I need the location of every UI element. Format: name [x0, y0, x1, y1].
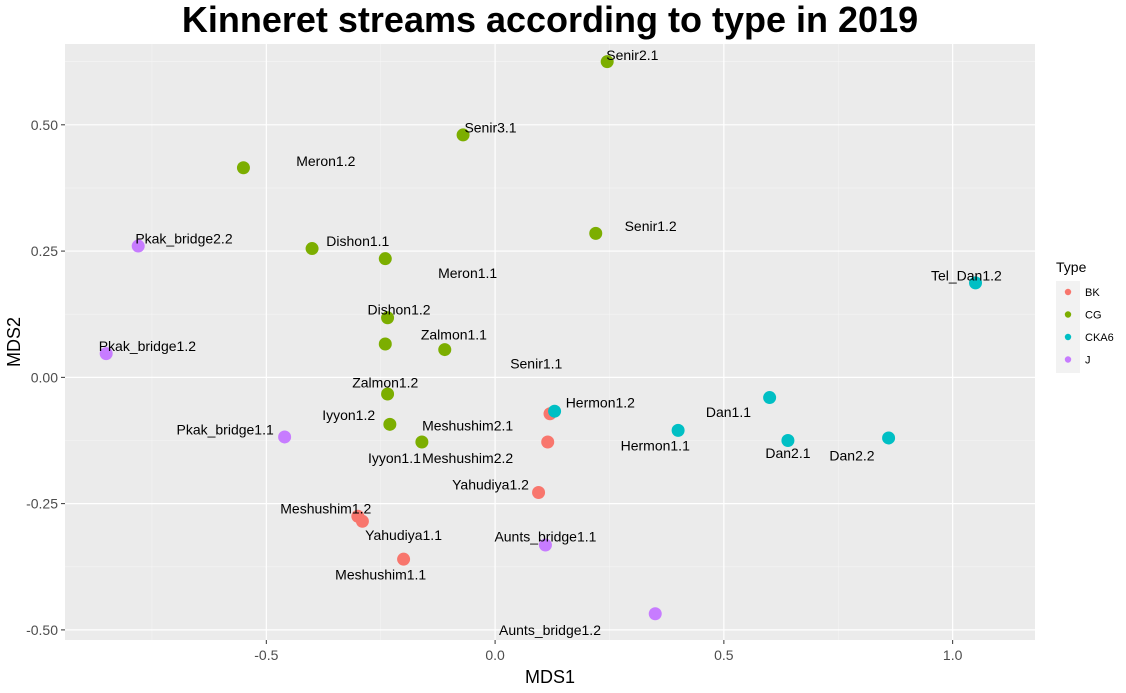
- data-point: [397, 552, 411, 566]
- legend-entries: BK CG CKA6 J: [1056, 281, 1114, 373]
- point-labels: Senir2.1 Senir3.1 Meron1.2 Senir1.2 Pkak_bri…: [99, 47, 1002, 638]
- point-label: Yahudiya1.1: [365, 527, 442, 543]
- major-gridlines: [65, 44, 1035, 640]
- point-label: Senir2.1: [606, 47, 658, 63]
- data-point: [548, 404, 562, 418]
- legend-key-bk: [1064, 288, 1072, 296]
- point-label: Meshushim1.1: [335, 566, 426, 582]
- data-point: [882, 431, 896, 445]
- data-point: [383, 417, 397, 431]
- data-point: [305, 242, 319, 256]
- point-label: Pkak_bridge1.1: [176, 421, 274, 437]
- legend-label: BK: [1085, 287, 1100, 299]
- data-point: [648, 607, 662, 621]
- point-label: Hermon1.2: [566, 395, 635, 411]
- legend-key-j: [1064, 356, 1072, 363]
- point-label: Hermon1.1: [621, 438, 690, 454]
- x-axis-title: MDS1: [525, 667, 575, 687]
- point-label: Iyyon1.2: [322, 407, 375, 423]
- point-label: Aunts_bridge1.2: [499, 622, 601, 638]
- data-point: [381, 387, 395, 401]
- data-point: [378, 252, 392, 266]
- point-label: Senir1.2: [625, 218, 677, 234]
- x-axis-ticks: -0.5 0.0 0.5 1.0: [254, 640, 963, 663]
- data-point: [763, 391, 777, 405]
- data-point: [381, 311, 395, 325]
- chart-title: Kinneret streams according to type in 20…: [182, 0, 918, 40]
- point-label: Pkak_bridge1.2: [99, 338, 197, 354]
- data-point: [532, 486, 546, 500]
- data-point: [456, 128, 470, 142]
- y-axis-title: MDS2: [4, 317, 24, 367]
- point-label: Zalmon1.2: [352, 374, 418, 390]
- point-label: Senir3.1: [464, 119, 516, 135]
- x-tick-label: 1.0: [943, 647, 963, 663]
- x-tick-label: -0.5: [254, 647, 278, 663]
- y-tick-label: 0.00: [31, 369, 58, 385]
- y-tick-label: 0.25: [31, 243, 58, 259]
- y-tick-label: -0.50: [26, 622, 58, 638]
- point-label: Meron1.2: [296, 153, 355, 169]
- data-point: [781, 433, 795, 447]
- plot-panel: [65, 44, 1035, 640]
- data-point: [541, 435, 555, 449]
- x-tick-label: 0.5: [714, 647, 734, 663]
- data-point: [236, 161, 250, 175]
- data-point: [415, 435, 429, 449]
- legend-label: J: [1085, 355, 1091, 367]
- data-point: [538, 538, 552, 552]
- legend-label: CKA6: [1085, 332, 1114, 344]
- data-point: [378, 337, 392, 351]
- data-point: [671, 423, 685, 437]
- legend-label: CG: [1085, 310, 1102, 322]
- point-label: Senir1.1: [510, 356, 562, 372]
- data-point: [355, 514, 369, 528]
- point-label: Yahudiya1.2: [452, 476, 529, 492]
- data-point: [278, 430, 292, 444]
- legend-title: Type: [1056, 259, 1087, 275]
- point-label: Pkak_bridge2.2: [135, 230, 233, 246]
- data-points: [99, 55, 983, 621]
- legend: Type BK CG CKA6 J: [1056, 259, 1114, 373]
- legend-key-cka6: [1064, 333, 1072, 341]
- data-point: [600, 55, 614, 69]
- point-label: Dishon1.2: [367, 302, 430, 318]
- point-label: Dishon1.1: [326, 233, 389, 249]
- y-axis-ticks: -0.50 -0.25 0.00 0.25 0.50: [26, 117, 65, 638]
- point-label: Dan1.1: [706, 404, 751, 420]
- point-label: Meshushim2.2: [422, 450, 513, 466]
- y-tick-label: -0.25: [26, 496, 58, 512]
- point-label: Aunts_bridge1.1: [494, 528, 596, 544]
- data-point: [589, 226, 603, 240]
- point-label: Zalmon1.1: [421, 326, 487, 342]
- point-label: Meshushim2.1: [422, 417, 513, 433]
- point-label: Meshushim1.2: [280, 501, 371, 517]
- point-label: Dan2.2: [829, 448, 874, 464]
- x-tick-label: 0.0: [485, 647, 505, 663]
- data-point: [131, 239, 145, 253]
- legend-key-cg: [1064, 311, 1072, 318]
- data-point: [438, 343, 452, 357]
- data-point: [969, 276, 983, 290]
- point-label: Meron1.1: [438, 265, 497, 281]
- y-tick-label: 0.50: [31, 117, 58, 133]
- point-label: Dan2.1: [765, 445, 810, 461]
- data-point: [99, 347, 113, 361]
- point-label: Tel_Dan1.2: [931, 267, 1002, 283]
- point-label: Iyyon1.1: [368, 450, 421, 466]
